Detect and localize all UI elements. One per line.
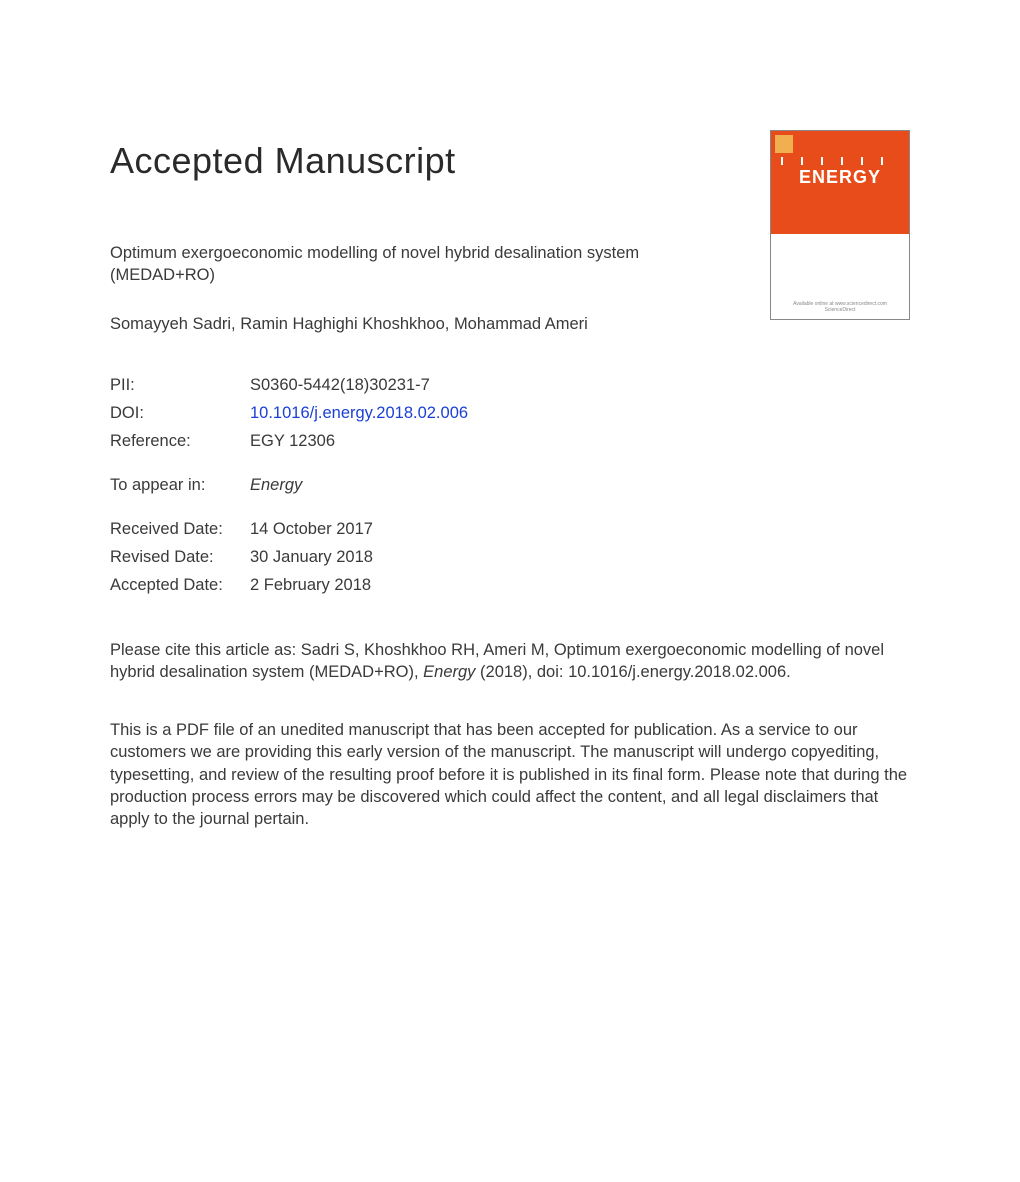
meta-value-journal: Energy <box>250 476 302 495</box>
cover-top-panel: ENERGY <box>771 131 909 234</box>
article-title: Optimum exergoeconomic modelling of nove… <box>110 242 730 287</box>
meta-value-accepted-date: 2 February 2018 <box>250 576 371 595</box>
metadata-table: PII: S0360-5442(18)30231-7 DOI: 10.1016/… <box>110 376 910 595</box>
meta-label: Revised Date: <box>110 548 250 567</box>
meta-row-doi: DOI: 10.1016/j.energy.2018.02.006 <box>110 404 910 423</box>
citation-suffix: (2018), doi: 10.1016/j.energy.2018.02.00… <box>475 663 790 681</box>
cover-footer-text: Available online at www.sciencedirect.co… <box>771 301 909 313</box>
citation-journal: Energy <box>423 663 475 681</box>
meta-label: Reference: <box>110 432 250 451</box>
meta-label: To appear in: <box>110 476 250 495</box>
meta-row-pii: PII: S0360-5442(18)30231-7 <box>110 376 910 395</box>
cover-bottom-panel: Available online at www.sciencedirect.co… <box>771 234 909 319</box>
meta-row-reference: Reference: EGY 12306 <box>110 432 910 451</box>
meta-label: Accepted Date: <box>110 576 250 595</box>
page-heading: Accepted Manuscript <box>110 140 456 182</box>
meta-value-revised-date: 30 January 2018 <box>250 548 373 567</box>
meta-row-revised: Revised Date: 30 January 2018 <box>110 548 910 567</box>
meta-row-received: Received Date: 14 October 2017 <box>110 520 910 539</box>
disclaimer-text: This is a PDF file of an unedited manusc… <box>110 719 910 830</box>
meta-row-accepted: Accepted Date: 2 February 2018 <box>110 576 910 595</box>
meta-label: PII: <box>110 376 250 395</box>
meta-label: Received Date: <box>110 520 250 539</box>
elsevier-tree-icon <box>775 135 793 153</box>
meta-value-pii: S0360-5442(18)30231-7 <box>250 376 430 395</box>
meta-label: DOI: <box>110 404 250 423</box>
cover-decorative-bars <box>781 157 899 165</box>
journal-cover-thumbnail: ENERGY Available online at www.sciencedi… <box>770 130 910 320</box>
journal-cover-title: ENERGY <box>779 167 901 188</box>
meta-value-received-date: 14 October 2017 <box>250 520 373 539</box>
meta-row-toappear: To appear in: Energy <box>110 476 910 495</box>
citation-text: Please cite this article as: Sadri S, Kh… <box>110 639 910 684</box>
meta-value-reference: EGY 12306 <box>250 432 335 451</box>
doi-link[interactable]: 10.1016/j.energy.2018.02.006 <box>250 404 468 423</box>
